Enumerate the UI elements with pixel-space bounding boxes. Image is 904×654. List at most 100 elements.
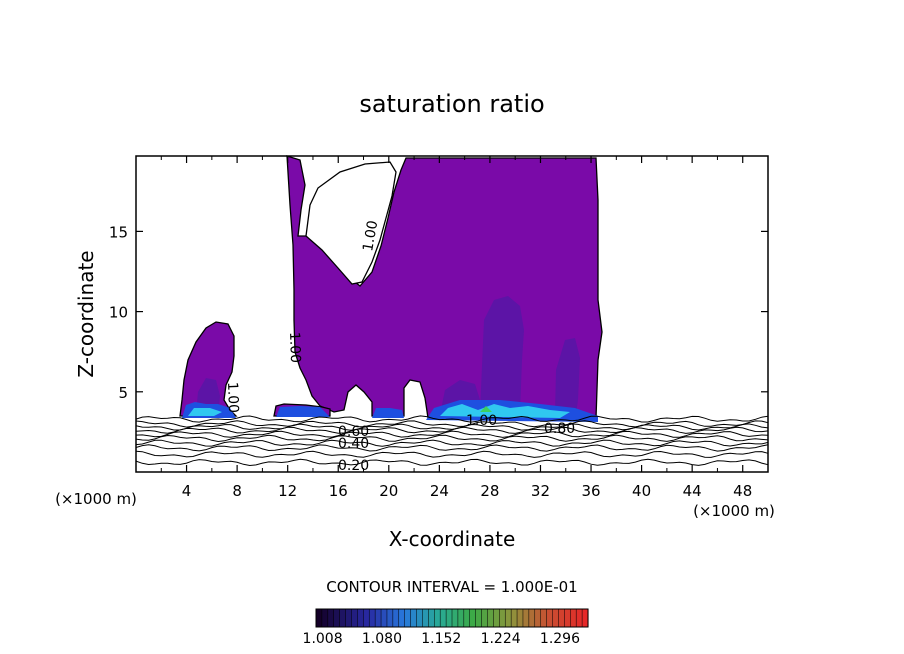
colorbar-cell [487,608,494,628]
y-tick-label: 15 [109,223,128,241]
contour-labels: 1.00 1.00 1.00 1.00 0.80 0.60 0.40 0.20 [224,219,575,474]
colorbar-cell [451,608,459,628]
colorbar-tick-labels: 1.008 1.080 1.152 1.224 1.296 [303,631,581,647]
colorbar-cell [570,608,577,628]
contour-line [135,426,769,434]
colorbar-cell [422,608,429,628]
colorbar-cell [386,608,394,628]
colorbar-cell [463,608,471,628]
x-tick-label: 8 [232,482,242,500]
contour-line [135,434,769,443]
y-tick-label: 5 [118,384,128,402]
colorbar-cell [327,608,335,628]
x-unit-left: (×1000 m) [55,490,137,508]
contour-interval-label: CONTOUR INTERVAL = 1.000E-01 [326,578,577,596]
x-tick-label: 4 [182,482,192,500]
dark-core-2 [555,338,580,414]
saturation-fill-regions [179,155,603,422]
plot-frame [135,155,769,473]
cloud-base-band-3 [372,408,404,418]
colorbar-cell [469,608,477,628]
colorbar-cell [428,608,435,628]
cloud-base-cyan [440,404,570,418]
colorbar-cell [392,608,400,628]
colorbar-cell [552,608,559,628]
colorbar-cell [434,608,441,628]
x-unit-right: (×1000 m) [693,502,775,520]
x-axis-label: X-coordinate [389,527,516,551]
cloud-base-green [480,406,492,412]
colorbar-cell [368,608,376,628]
clear-air-pocket [305,161,397,285]
colorbar-cell [315,608,323,628]
contour-line [135,458,769,467]
colorbar-cell [416,608,423,628]
contour-line [135,439,769,447]
colorbar-cell [481,608,489,628]
colorbar-cell [516,608,524,628]
cloud-base-cyan-left [188,408,222,416]
contour-label-8: 0.20 [338,458,369,474]
contour-label-6: 0.60 [338,424,369,440]
y-axis-label: Z-coordinate [74,250,98,377]
contour-label-5: 0.80 [544,421,575,437]
x-tick-label: 40 [632,482,651,500]
x-tick-label: 28 [480,482,499,500]
x-tick-label: 44 [683,482,702,500]
colorbar-cell [475,608,483,628]
colorbar-cell [575,608,583,628]
colorbar [315,608,589,628]
colorbar-cell [457,608,465,628]
x-tick-label: 32 [531,482,550,500]
colorbar-cell [374,608,382,628]
colorbar-cell [363,608,370,628]
colorbar-cell [522,608,530,628]
colorbar-cell [564,608,571,628]
colorbar-cell [528,608,536,628]
colorbar-cell [558,608,565,628]
contour-label-4: 1.00 [466,413,497,429]
x-tick-label: 48 [733,482,752,500]
colorbar-cell [504,608,512,628]
colorbar-cell [540,608,548,628]
contour-line [135,450,769,458]
colorbar-tick-label: 1.080 [362,631,402,647]
dark-core-1 [480,296,524,412]
contour-line [135,415,769,423]
x-tick-label: 12 [278,482,297,500]
contour-lines [135,415,769,467]
x-tick-label: 20 [379,482,398,500]
colorbar-cell [339,608,347,628]
contour-line [135,420,769,428]
colorbar-cell [321,608,329,628]
x-tick-label: 24 [430,482,449,500]
colorbar-cell [546,608,554,628]
colorbar-cell [445,608,453,628]
colorbar-cell [410,608,418,628]
left-cloud-region [179,321,238,417]
contour-label-7: 0.40 [338,436,369,452]
colorbar-cell [351,608,358,628]
contour-label-1: 1.00 [360,219,381,252]
contour-label-2: 1.00 [286,332,303,364]
contour-label-3: 1.00 [224,382,241,414]
x-tick-label: 36 [581,482,600,500]
colorbar-frame [315,608,589,628]
cloud-base-band-2 [276,406,330,417]
colorbar-tick-label: 1.008 [303,631,343,647]
chart-title: saturation ratio [359,90,544,118]
colorbar-cell [333,608,341,628]
y-tick-label: 10 [109,304,128,322]
colorbar-tick-label: 1.224 [481,631,521,647]
contour-line [135,444,769,452]
colorbar-cell [534,608,542,628]
colorbar-cell [380,608,388,628]
colorbar-cell [439,608,447,628]
colorbar-cell [499,608,506,628]
colorbar-cell [357,608,364,628]
colorbar-cell [510,608,518,628]
colorbar-cell [345,608,353,628]
contour-line [135,430,769,438]
